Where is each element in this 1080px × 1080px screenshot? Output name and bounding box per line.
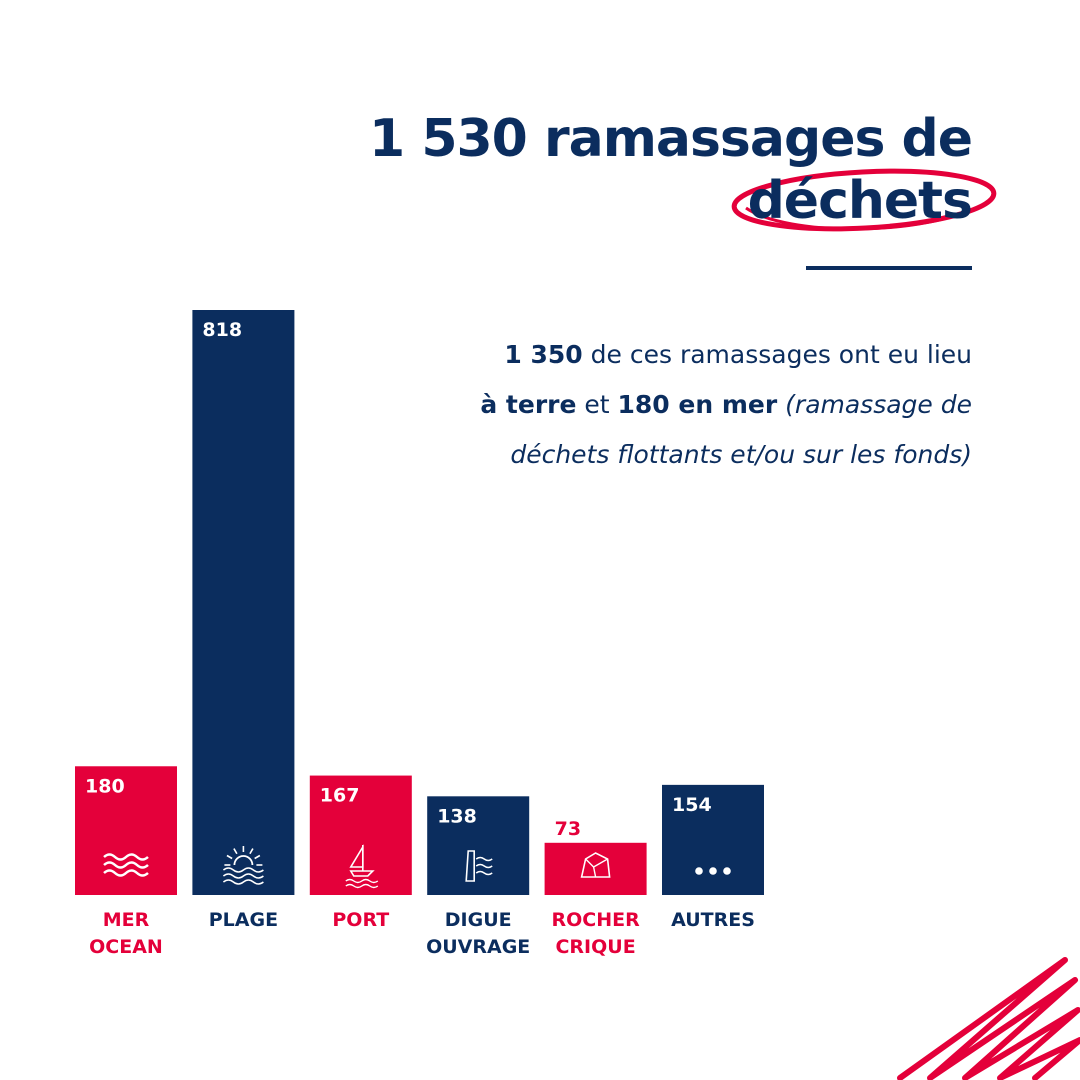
desc-italic: (ramassage de déchets flottants et/ou su… <box>510 390 972 469</box>
bar-autres <box>662 784 764 895</box>
data-label: 73 <box>555 818 581 840</box>
highlight-circle-icon <box>731 168 996 232</box>
category-label: OUVRAGE <box>426 936 530 958</box>
category-label: ROCHER <box>551 909 640 931</box>
decorative-scribble-icon <box>897 957 1080 1080</box>
category-label: MER <box>103 909 150 931</box>
category-label: PLAGE <box>209 909 278 931</box>
category-label: PORT <box>332 909 389 931</box>
dots-icon <box>695 867 731 875</box>
desc-total-land: 1 350 <box>504 340 583 369</box>
bar-port <box>309 775 412 895</box>
title-line-2-wrapper: déchets <box>731 168 996 232</box>
description: 1 350 de ces ramassages ont eu lieu à te… <box>390 330 972 480</box>
sunset-icon <box>222 846 264 885</box>
rock-icon <box>580 852 611 878</box>
category-label: OCEAN <box>89 936 163 958</box>
page-title: 1 530 ramassages de déchets <box>369 108 996 232</box>
desc-text-2: et <box>576 390 618 419</box>
data-label: 180 <box>85 775 125 797</box>
desc-text-1: de ces ramassages ont eu lieu <box>582 340 972 369</box>
title-underline <box>806 266 972 270</box>
seawall-icon <box>465 850 493 882</box>
bar-plage <box>192 310 295 895</box>
sailboat-icon <box>345 844 379 889</box>
title-line-1: 1 530 ramassages de <box>369 109 973 169</box>
bar-rocher-crique <box>544 842 647 895</box>
desc-land: à terre <box>480 390 577 419</box>
data-label: 138 <box>437 805 477 827</box>
desc-sea: 180 en mer <box>617 390 778 419</box>
data-label: 154 <box>672 794 712 816</box>
category-label: AUTRES <box>671 909 755 931</box>
data-label: 167 <box>320 785 360 807</box>
category-label: DIGUE <box>445 909 512 931</box>
category-label: CRIQUE <box>555 936 635 958</box>
data-label: 818 <box>202 319 242 341</box>
bar-digue-ouvrage <box>427 796 530 895</box>
title-line-2: déchets <box>747 171 973 231</box>
waves-icon <box>103 853 149 877</box>
